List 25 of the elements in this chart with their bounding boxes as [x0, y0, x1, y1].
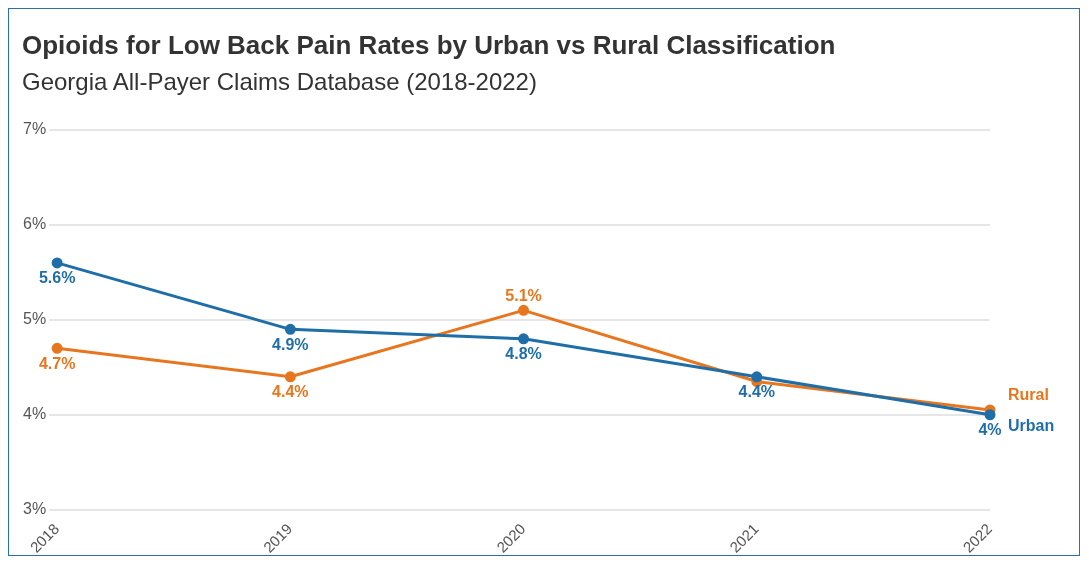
data-label: 4.9% — [272, 335, 309, 353]
y-tick-label: 4% — [23, 405, 47, 423]
chart-subtitle: Georgia All-Payer Claims Database (2018-2022) — [22, 68, 537, 96]
data-label: 5.1% — [505, 286, 542, 304]
point — [284, 371, 296, 383]
point — [284, 323, 296, 335]
chart-title: Opioids for Low Back Pain Rates by Urban vs Rural Classification — [22, 30, 836, 61]
point — [51, 257, 63, 269]
point — [751, 371, 763, 383]
point — [51, 342, 63, 354]
y-tick-label: 7% — [23, 120, 47, 138]
data-label: 4.8% — [505, 345, 542, 363]
y-tick-label: 6% — [23, 215, 47, 233]
series-label: Urban — [1008, 417, 1055, 435]
y-tick-label: 3% — [23, 500, 47, 518]
data-label: 4.4% — [738, 383, 776, 401]
point — [518, 304, 530, 316]
data-label: 4.7% — [38, 354, 76, 372]
point — [518, 333, 530, 345]
data-label: 5.6% — [38, 269, 76, 287]
point — [984, 409, 996, 421]
data-label: 4.4% — [272, 383, 309, 401]
y-tick-label: 5% — [23, 310, 47, 328]
data-label: 4% — [978, 421, 1002, 439]
series-label: Rural — [1008, 386, 1049, 404]
